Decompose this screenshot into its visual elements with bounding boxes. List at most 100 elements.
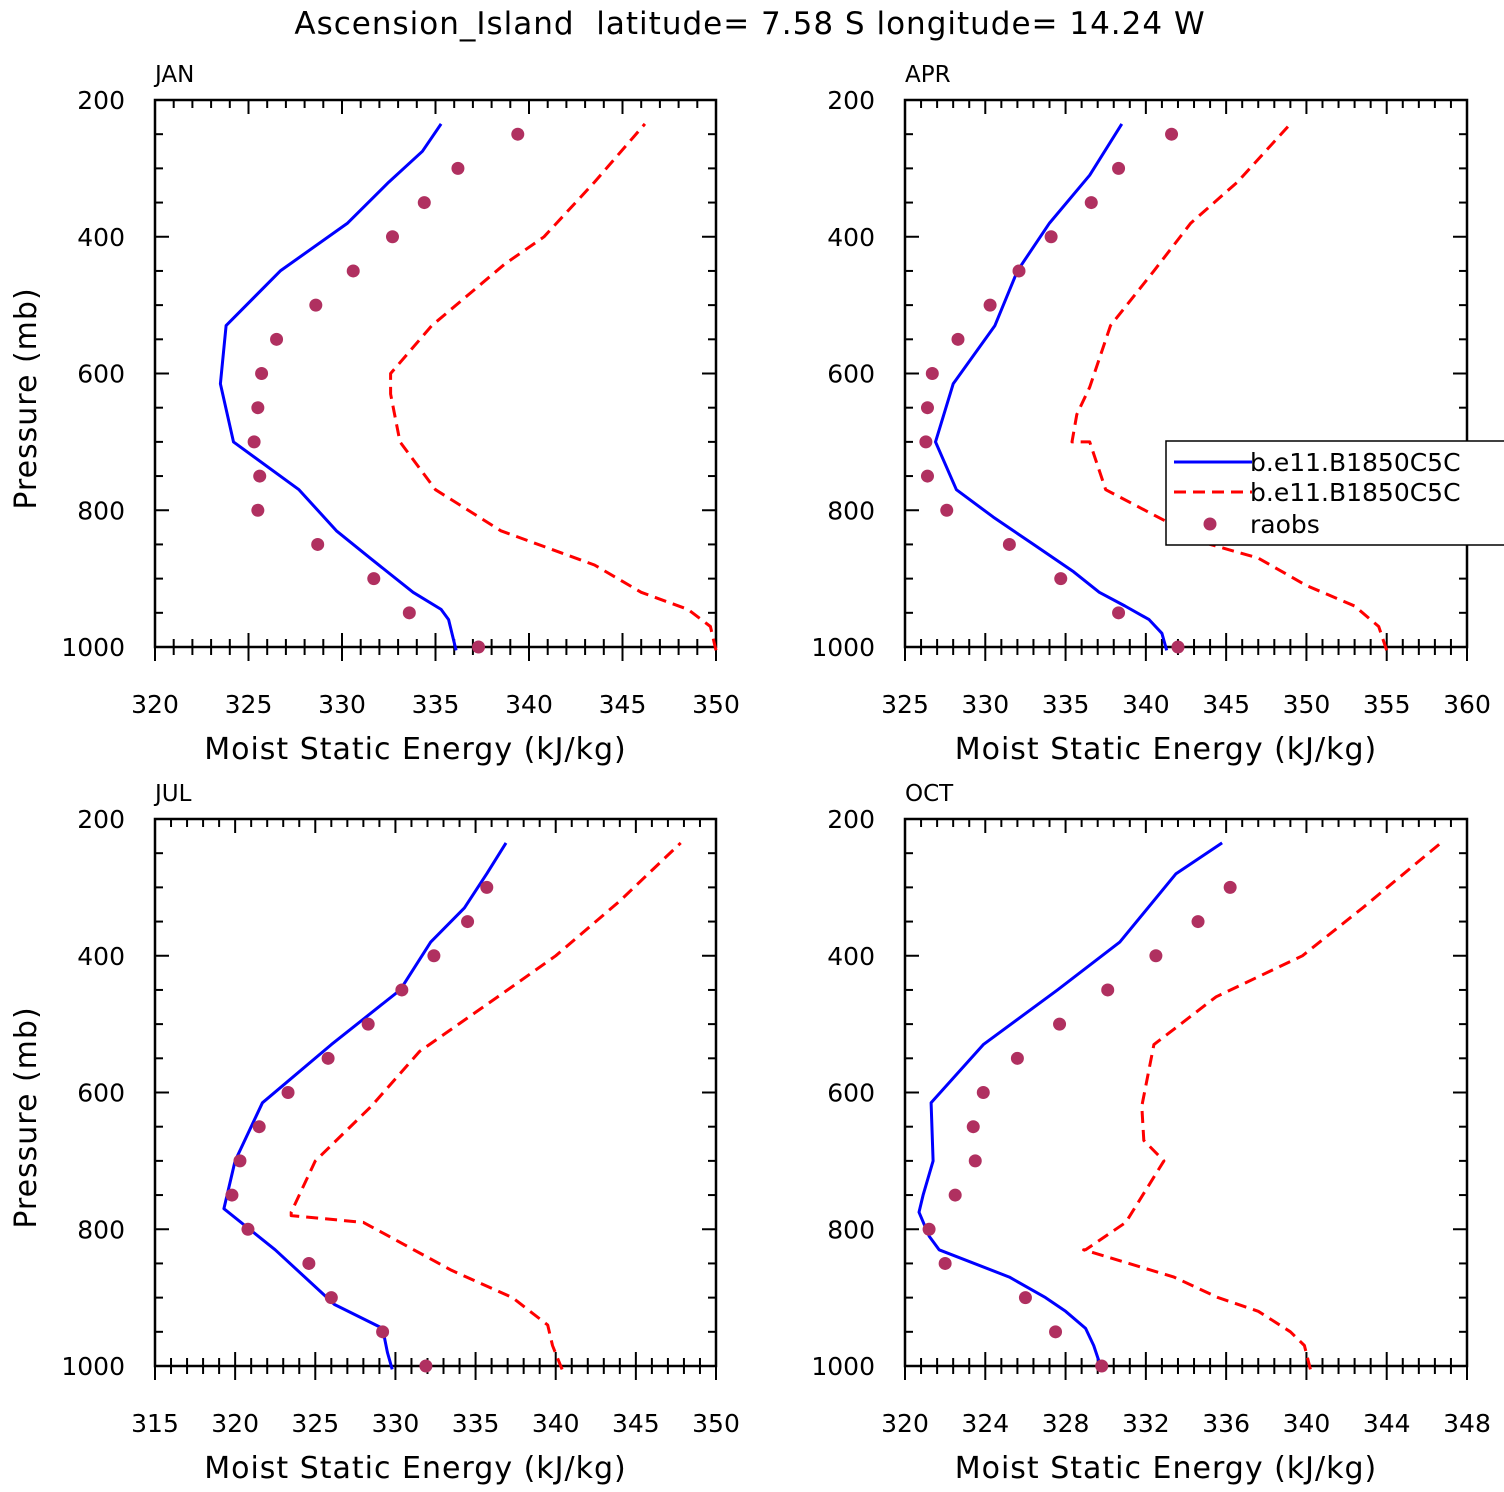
x-tick-label: 335 — [412, 690, 460, 719]
y-axis-label: Pressure (mb) — [9, 287, 44, 509]
y-tick-label: 1000 — [61, 633, 125, 662]
raobs-point — [1002, 537, 1016, 551]
raobs-point — [309, 298, 323, 312]
x-tick-label: 335 — [452, 1409, 500, 1438]
y-tick-label: 400 — [77, 223, 125, 252]
x-tick-label: 345 — [612, 1409, 660, 1438]
raobs-point — [1191, 915, 1205, 929]
series-line-dashed — [389, 122, 718, 651]
raobs-point — [1012, 264, 1026, 278]
series-line-solid — [917, 841, 1223, 1370]
raobs-point — [1095, 1359, 1109, 1373]
raobs-point — [324, 1291, 338, 1305]
raobs-point — [920, 469, 934, 483]
raobs-point — [225, 1188, 239, 1202]
raobs-point — [983, 298, 997, 312]
raobs-point — [461, 915, 475, 929]
x-axis-label: Moist Static Energy (kJ/kg) — [204, 732, 627, 767]
y-tick-label: 800 — [827, 496, 875, 525]
y-tick-label: 1000 — [61, 1352, 125, 1381]
raobs-point — [451, 161, 465, 175]
x-axis-label: Moist Static Energy (kJ/kg) — [955, 1451, 1378, 1486]
raobs-point — [247, 435, 261, 449]
raobs-point — [919, 435, 933, 449]
raobs-point — [472, 640, 486, 654]
raobs-point — [233, 1154, 247, 1168]
plot-frame — [903, 98, 1469, 649]
raobs-point — [367, 572, 381, 586]
x-tick-label: 345 — [599, 690, 647, 719]
x-tick-label: 336 — [1202, 1409, 1250, 1438]
x-tick-label: 355 — [1363, 690, 1411, 719]
x-tick-label: 335 — [1042, 690, 1090, 719]
raobs-point — [976, 1086, 990, 1099]
raobs-point — [346, 264, 360, 278]
raobs-point — [1044, 230, 1058, 244]
y-tick-label: 200 — [77, 805, 125, 834]
raobs-point — [361, 1017, 375, 1031]
x-tick-label: 344 — [1363, 1409, 1411, 1438]
y-tick-label: 600 — [77, 360, 125, 389]
panel-label: OCT — [905, 781, 954, 807]
raobs-point — [1165, 127, 1179, 141]
raobs-point — [1101, 983, 1115, 997]
x-tick-label: 320 — [131, 690, 179, 719]
legend-label: b.e11.B1850C5C — [1250, 448, 1461, 477]
x-tick-label: 340 — [532, 1409, 580, 1438]
raobs-point — [1084, 196, 1098, 210]
raobs-point — [419, 1359, 433, 1373]
x-tick-label: 325 — [881, 690, 929, 719]
y-tick-label: 400 — [827, 942, 875, 971]
series-line-solid — [934, 123, 1169, 651]
raobs-point — [1112, 161, 1126, 175]
raobs-point — [251, 503, 265, 517]
x-tick-label: 324 — [961, 1409, 1009, 1438]
raobs-point — [427, 949, 441, 963]
figure-title: Ascension_Island latitude= 7.58 S longit… — [294, 6, 1205, 42]
y-tick-label: 600 — [77, 1079, 125, 1108]
raobs-point — [311, 537, 325, 551]
raobs-point — [1053, 1017, 1067, 1031]
x-tick-label: 345 — [1202, 690, 1250, 719]
y-tick-label: 200 — [827, 805, 875, 834]
y-tick-label: 200 — [77, 86, 125, 115]
raobs-point — [938, 1256, 952, 1270]
raobs-point — [968, 1154, 982, 1168]
y-tick-label: 400 — [827, 223, 875, 252]
raobs-point — [925, 367, 939, 380]
y-tick-label: 1000 — [811, 633, 875, 662]
series-line-solid — [222, 842, 508, 1370]
panel-label: APR — [905, 62, 951, 88]
raobs-point — [966, 1120, 980, 1134]
x-tick-label: 315 — [131, 1409, 179, 1438]
raobs-point — [1018, 1291, 1032, 1305]
raobs-point — [1054, 572, 1068, 586]
raobs-point — [948, 1188, 962, 1202]
legend-label: b.e11.B1850C5C — [1250, 478, 1461, 507]
plot-frame — [153, 98, 718, 649]
raobs-point — [920, 401, 934, 415]
raobs-point — [281, 1086, 295, 1099]
legend-marker — [1203, 517, 1217, 531]
raobs-point — [251, 401, 265, 415]
x-tick-label: 325 — [225, 690, 273, 719]
y-tick-label: 1000 — [811, 1352, 875, 1381]
raobs-point — [1171, 640, 1185, 654]
x-tick-label: 320 — [881, 1409, 929, 1438]
raobs-point — [253, 469, 267, 483]
x-tick-label: 332 — [1122, 1409, 1170, 1438]
raobs-point — [1149, 949, 1163, 963]
raobs-point — [252, 1120, 266, 1134]
x-tick-label: 330 — [961, 690, 1009, 719]
y-axis-label: Pressure (mb) — [9, 1006, 44, 1228]
y-tick-label: 600 — [827, 1079, 875, 1108]
x-tick-label: 348 — [1443, 1409, 1491, 1438]
x-tick-label: 340 — [1122, 690, 1170, 719]
x-tick-label: 328 — [1042, 1409, 1090, 1438]
x-tick-label: 325 — [291, 1409, 339, 1438]
